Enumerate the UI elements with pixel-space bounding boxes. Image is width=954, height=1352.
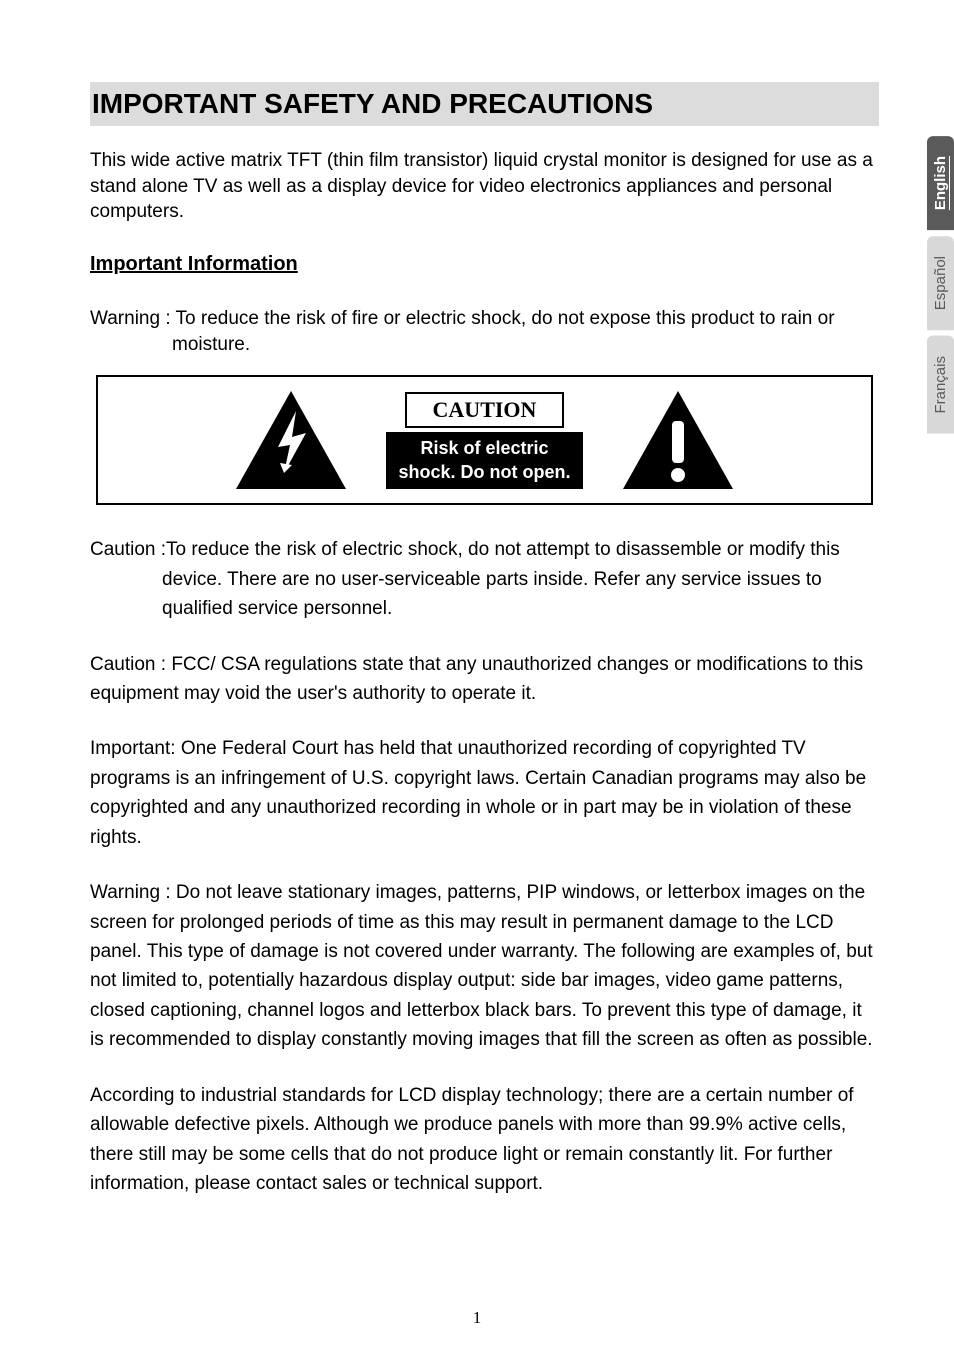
lang-tab-francais[interactable]: Français: [927, 336, 954, 434]
section-heading-bar: IMPORTANT SAFETY AND PRECAUTIONS: [90, 82, 879, 126]
caution-sub-line1: Risk of electric: [398, 436, 570, 460]
caution-fcc: Caution : FCC/ CSA regulations state tha…: [90, 650, 879, 709]
caution-center: CAUTION Risk of electric shock. Do not o…: [386, 392, 582, 489]
caution-title: CAUTION: [433, 397, 537, 422]
language-tabs: English Español Français: [927, 136, 954, 434]
exclamation-icon: [623, 391, 733, 489]
warning-images: Warning : Do not leave stationary images…: [90, 878, 879, 1055]
caution-sub-frame: Risk of electric shock. Do not open.: [386, 432, 582, 489]
intro-paragraph: This wide active matrix TFT (thin film t…: [90, 148, 879, 225]
lang-tab-english[interactable]: English: [927, 136, 954, 230]
important-copyright: Important: One Federal Court has held th…: [90, 734, 879, 852]
warning-moisture-line1: Warning : To reduce the risk of fire or …: [90, 308, 835, 329]
caution-box: CAUTION Risk of electric shock. Do not o…: [96, 375, 873, 505]
caution-title-frame: CAUTION: [405, 392, 565, 428]
section-heading: IMPORTANT SAFETY AND PRECAUTIONS: [92, 88, 877, 120]
pixel-disclaimer: According to industrial standards for LC…: [90, 1081, 879, 1199]
caution-sub-line2: shock. Do not open.: [398, 460, 570, 484]
lightning-icon: [236, 391, 346, 489]
page-number: 1: [0, 1308, 954, 1328]
lang-tab-espanol[interactable]: Español: [927, 236, 954, 330]
caution-disassemble: Caution :To reduce the risk of electric …: [90, 535, 879, 623]
warning-moisture-line2: moisture.: [90, 332, 879, 358]
sub-heading: Important Information: [90, 253, 879, 276]
warning-moisture: Warning : To reduce the risk of fire or …: [90, 306, 879, 357]
